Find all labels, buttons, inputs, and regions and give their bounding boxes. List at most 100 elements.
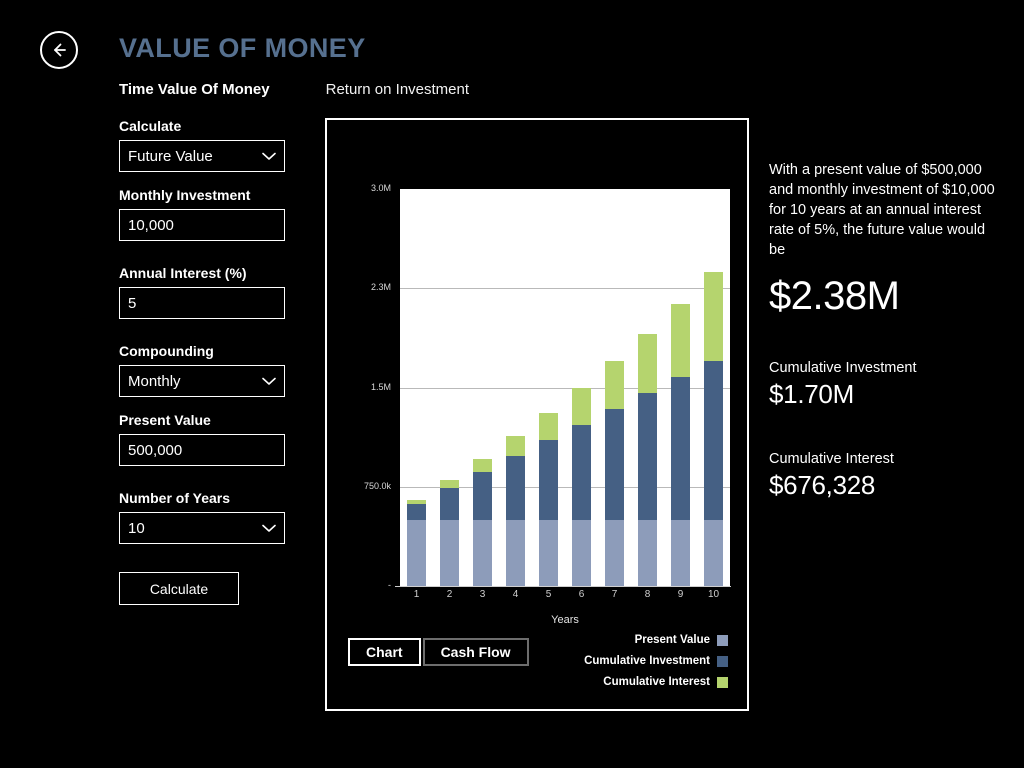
chevron-down-icon — [262, 521, 276, 535]
tab-bar: Time Value Of Money Return on Investment — [119, 81, 469, 98]
plot-wrapper — [400, 189, 730, 586]
input-monthly-investment[interactable]: 10,000 — [119, 209, 285, 241]
bar-segment — [473, 458, 492, 473]
select-number-of-years[interactable]: 10 — [119, 512, 285, 544]
x-axis-tick-label: 2 — [446, 589, 453, 600]
back-arrow-icon — [49, 40, 69, 60]
chart-bar — [638, 333, 657, 586]
results-panel: With a present value of $500,000 and mon… — [769, 160, 997, 501]
chart-legend: Present Value Cumulative Investment Cumula… — [584, 634, 728, 697]
x-axis-tick-label: 9 — [677, 589, 684, 600]
bar-segment — [638, 333, 657, 393]
plot-area — [400, 189, 730, 586]
label-present-value: Present Value — [119, 412, 211, 428]
input-monthly-investment-value: 10,000 — [128, 216, 174, 234]
legend-item[interactable]: Cumulative Interest — [584, 676, 728, 688]
label-number-of-years: Number of Years — [119, 490, 231, 506]
x-axis-tick-label: 8 — [644, 589, 651, 600]
bar-segment — [671, 519, 690, 586]
bar-segment — [506, 519, 525, 586]
chart-bar — [671, 303, 690, 586]
bar-segment — [704, 361, 723, 520]
legend-color-swatch — [717, 634, 728, 646]
input-present-value[interactable]: 500,000 — [119, 434, 285, 466]
gridline — [400, 288, 730, 290]
chart-bar — [572, 387, 591, 586]
bar-segment — [605, 519, 624, 586]
bar-segment — [407, 500, 426, 504]
cumulative-investment-value: $1.70M — [769, 379, 854, 409]
legend-item[interactable]: Cumulative Investment — [584, 655, 728, 667]
x-axis-tick-label: 6 — [578, 589, 585, 600]
label-monthly-investment: Monthly Investment — [119, 187, 251, 203]
tab-return-on-investment[interactable]: Return on Investment — [325, 81, 470, 98]
x-axis-tick-label: 3 — [479, 589, 486, 600]
x-axis-tick-label: 10 — [707, 589, 720, 600]
chart-bar — [704, 271, 723, 586]
select-number-of-years-value: 10 — [128, 519, 145, 537]
field-monthly-investment: Monthly Investment 10,000 — [119, 187, 299, 241]
chart-bar — [440, 479, 459, 586]
bar-segment — [407, 519, 426, 586]
bar-segment — [572, 519, 591, 586]
bar-segment — [473, 472, 492, 520]
cumulative-interest-block: Cumulative Interest $676,328 — [769, 451, 997, 501]
legend-item[interactable]: Present Value — [584, 634, 728, 646]
bar-segment — [539, 519, 558, 586]
field-annual-interest: Annual Interest (%) 5 — [119, 265, 299, 319]
calculate-button[interactable]: Calculate — [119, 572, 239, 605]
chart-bar — [605, 361, 624, 586]
field-present-value: Present Value 500,000 — [119, 412, 299, 466]
chart-bar — [407, 500, 426, 586]
y-axis-tick-label: - — [388, 580, 391, 590]
field-number-of-years: Number of Years 10 — [119, 490, 299, 544]
y-axis-tick-label: 750.0k — [363, 480, 391, 491]
tab-time-value-of-money[interactable]: Time Value Of Money — [119, 81, 270, 98]
bar-segment — [671, 376, 690, 520]
results-summary: With a present value of $500,000 and mon… — [769, 162, 995, 258]
cumulative-interest-label: Cumulative Interest — [769, 451, 894, 467]
select-compounding[interactable]: Monthly — [119, 365, 285, 397]
y-axis-tick-label: 2.3M — [370, 282, 391, 293]
chevron-down-icon — [262, 374, 276, 388]
chevron-down-icon — [262, 149, 276, 163]
bar-segment — [440, 519, 459, 586]
input-annual-interest-value: 5 — [128, 294, 137, 312]
input-present-value-value: 500,000 — [128, 441, 183, 459]
toggle-cash-flow-button[interactable]: Cash Flow — [422, 638, 529, 666]
x-axis-tick-label: 1 — [413, 589, 420, 600]
y-axis-tick-label: 1.5M — [370, 381, 391, 392]
legend-item-label: Present Value — [634, 634, 710, 646]
input-annual-interest[interactable]: 5 — [119, 287, 285, 319]
back-button[interactable] — [40, 31, 78, 69]
cumulative-investment-label: Cumulative Investment — [769, 360, 917, 376]
bar-segment — [638, 519, 657, 586]
label-annual-interest: Annual Interest (%) — [119, 265, 247, 281]
label-compounding: Compounding — [119, 343, 214, 359]
bar-segment — [473, 519, 492, 586]
toggle-chart-button[interactable]: Chart — [348, 638, 421, 666]
bar-segment — [671, 303, 690, 377]
y-axis-tick-label: 3.0M — [370, 183, 391, 193]
bar-segment — [539, 440, 558, 520]
legend-item-label: Cumulative Investment — [584, 655, 710, 667]
future-value-amount: $2.38M — [769, 274, 900, 318]
x-axis-tick-label: 5 — [545, 589, 552, 600]
field-calculate: Calculate Future Value — [119, 118, 299, 172]
bar-segment — [638, 392, 657, 520]
select-compounding-value: Monthly — [128, 372, 181, 390]
bar-segment — [605, 361, 624, 409]
bar-segment — [572, 424, 591, 520]
chart-panel: 3.0M 2.3M 1.5M 750.0k - 1 2 3 4 5 6 7 8 9 10 Years Ch… — [325, 118, 749, 711]
x-axis-line — [395, 586, 731, 587]
x-axis-title: Years — [551, 614, 579, 626]
select-calculate-value: Future Value — [128, 147, 213, 165]
calculator-form: Calculate Future Value Monthly Investmen… — [119, 118, 299, 605]
bar-segment — [704, 519, 723, 586]
page-title: Value of Money — [119, 33, 366, 63]
select-calculate[interactable]: Future Value — [119, 140, 285, 172]
gridline — [400, 486, 730, 488]
legend-color-swatch — [717, 655, 728, 667]
gridline — [400, 387, 730, 389]
